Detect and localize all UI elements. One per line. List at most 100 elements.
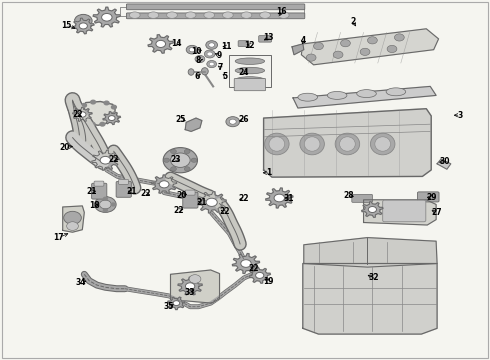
FancyBboxPatch shape <box>185 190 195 195</box>
Circle shape <box>207 52 213 56</box>
Polygon shape <box>197 192 226 213</box>
Circle shape <box>191 158 197 162</box>
Circle shape <box>74 14 92 27</box>
FancyBboxPatch shape <box>119 179 128 184</box>
Circle shape <box>101 13 112 21</box>
Circle shape <box>185 283 195 289</box>
Circle shape <box>368 207 376 212</box>
Text: 13: 13 <box>263 33 274 42</box>
FancyBboxPatch shape <box>352 194 372 202</box>
Text: 7: 7 <box>218 63 223 72</box>
Text: 10: 10 <box>191 47 201 56</box>
Circle shape <box>206 198 217 206</box>
Text: 8: 8 <box>196 56 201 65</box>
FancyBboxPatch shape <box>417 192 439 202</box>
Ellipse shape <box>188 69 194 75</box>
Text: 34: 34 <box>75 278 86 287</box>
Ellipse shape <box>265 133 289 155</box>
Circle shape <box>108 119 113 122</box>
Polygon shape <box>148 35 173 53</box>
Text: 35: 35 <box>164 302 174 311</box>
FancyBboxPatch shape <box>183 192 198 208</box>
Circle shape <box>67 222 78 230</box>
Circle shape <box>184 167 190 171</box>
Circle shape <box>189 48 195 52</box>
Ellipse shape <box>304 137 320 151</box>
Circle shape <box>164 158 170 162</box>
Polygon shape <box>185 118 202 131</box>
Text: 22: 22 <box>108 155 119 163</box>
FancyBboxPatch shape <box>94 181 104 186</box>
Circle shape <box>206 41 218 49</box>
Circle shape <box>64 211 81 224</box>
Polygon shape <box>303 264 437 334</box>
Polygon shape <box>81 102 115 125</box>
Polygon shape <box>293 86 436 108</box>
Text: 26: 26 <box>239 115 249 124</box>
Text: 33: 33 <box>185 288 196 297</box>
Ellipse shape <box>260 12 270 18</box>
Circle shape <box>274 194 285 202</box>
Ellipse shape <box>300 133 324 155</box>
Polygon shape <box>63 206 84 232</box>
Text: 6: 6 <box>195 72 199 81</box>
Polygon shape <box>73 18 94 34</box>
Ellipse shape <box>375 137 391 151</box>
Circle shape <box>314 42 323 50</box>
FancyBboxPatch shape <box>116 181 131 197</box>
Text: 12: 12 <box>245 41 255 50</box>
Ellipse shape <box>370 133 395 155</box>
Circle shape <box>360 48 370 55</box>
Circle shape <box>184 149 190 154</box>
Circle shape <box>111 105 117 109</box>
Ellipse shape <box>235 67 265 74</box>
Circle shape <box>111 203 115 206</box>
Circle shape <box>241 260 251 267</box>
Circle shape <box>90 122 95 126</box>
Text: 9: 9 <box>217 51 222 60</box>
FancyBboxPatch shape <box>238 41 249 46</box>
Text: 25: 25 <box>175 115 186 124</box>
Circle shape <box>394 34 404 41</box>
Polygon shape <box>304 238 437 267</box>
Circle shape <box>171 149 176 154</box>
Polygon shape <box>171 270 220 303</box>
Circle shape <box>173 301 180 306</box>
Polygon shape <box>103 112 121 125</box>
FancyBboxPatch shape <box>126 13 305 19</box>
Text: 23: 23 <box>170 155 181 163</box>
Text: 31: 31 <box>284 194 294 203</box>
Ellipse shape <box>222 12 233 18</box>
Text: 22: 22 <box>141 189 151 198</box>
Text: 22: 22 <box>72 110 83 119</box>
Ellipse shape <box>327 91 347 99</box>
Text: 30: 30 <box>440 157 450 166</box>
Circle shape <box>195 55 205 63</box>
Circle shape <box>186 45 198 54</box>
Text: 21: 21 <box>196 198 207 207</box>
Circle shape <box>79 23 87 29</box>
Polygon shape <box>264 109 431 177</box>
Circle shape <box>387 45 397 53</box>
Polygon shape <box>301 29 439 65</box>
Text: 22: 22 <box>173 206 184 215</box>
Polygon shape <box>73 107 92 121</box>
Circle shape <box>100 156 111 164</box>
Text: 3: 3 <box>458 111 463 120</box>
Text: 14: 14 <box>171 39 182 48</box>
Ellipse shape <box>204 12 215 18</box>
Bar <box>229 55 271 87</box>
Text: 27: 27 <box>432 208 442 217</box>
Text: 4: 4 <box>300 36 305 45</box>
Ellipse shape <box>386 88 406 96</box>
Circle shape <box>156 40 166 48</box>
Polygon shape <box>232 253 260 274</box>
Circle shape <box>159 181 169 188</box>
Polygon shape <box>292 44 304 55</box>
Ellipse shape <box>357 90 376 98</box>
Polygon shape <box>93 7 121 27</box>
Text: 32: 32 <box>368 274 379 282</box>
Polygon shape <box>92 150 119 170</box>
Text: 20: 20 <box>176 191 187 199</box>
Polygon shape <box>266 188 293 208</box>
